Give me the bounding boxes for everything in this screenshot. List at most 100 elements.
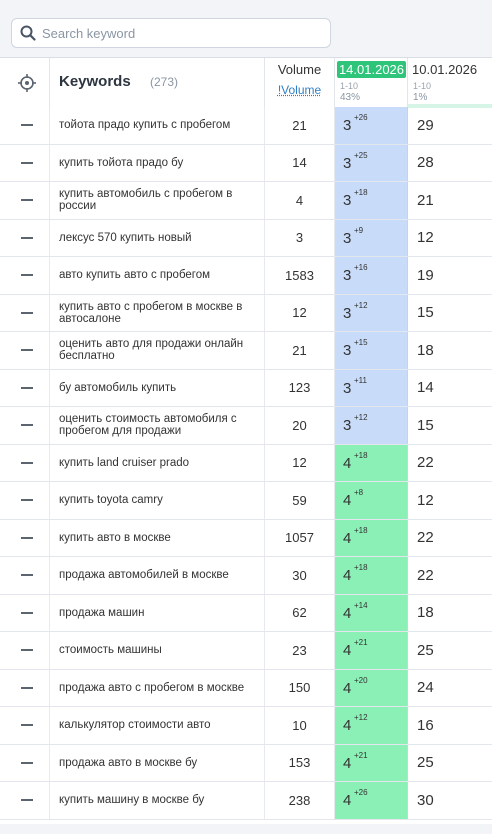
table-row[interactable]: купить toyota camry 59 4 +8 12 — [0, 482, 492, 520]
row-toggle[interactable] — [4, 219, 50, 256]
keyword-cell[interactable]: купить toyota camry — [50, 482, 265, 519]
minus-icon[interactable] — [20, 311, 33, 314]
previous-position-cell[interactable]: 18 — [417, 604, 434, 622]
minus-icon[interactable] — [20, 761, 33, 764]
current-position-cell[interactable]: 4 +18 — [335, 557, 408, 594]
current-position-cell[interactable]: 3 +12 — [335, 407, 408, 444]
keyword-cell[interactable]: купить автомобиль с пробегом в россии — [50, 182, 265, 219]
row-toggle[interactable] — [4, 294, 50, 331]
previous-position-cell[interactable]: 30 — [417, 791, 434, 809]
keyword-text[interactable]: купить land cruiser prado — [59, 456, 190, 469]
keyword-text[interactable]: оценить стоимость автомобиля с пробегом … — [59, 413, 237, 438]
keyword-text[interactable]: тойота прадо купить с пробегом — [59, 119, 231, 132]
previous-position-cell[interactable]: 25 — [417, 641, 434, 659]
current-position-cell[interactable]: 3 +9 — [335, 219, 408, 256]
table-row[interactable]: купить тойота прадо бу 14 3 +25 28 — [0, 144, 492, 182]
keyword-text[interactable]: продажа авто в москве бу — [59, 756, 198, 769]
keyword-cell[interactable]: продажа авто с пробегом в москве — [50, 669, 265, 706]
current-position-cell[interactable]: 4 +18 — [335, 444, 408, 481]
row-toggle[interactable] — [4, 482, 50, 519]
previous-position-cell[interactable]: 21 — [417, 191, 434, 209]
keyword-cell[interactable]: купить тойота прадо бу — [50, 144, 265, 181]
previous-position-cell[interactable]: 12 — [417, 229, 434, 247]
previous-position-cell[interactable]: 25 — [417, 754, 434, 772]
keyword-cell[interactable]: купить авто с пробегом в москве в автоса… — [50, 294, 265, 331]
table-row[interactable]: купить авто с пробегом в москве в автоса… — [0, 294, 492, 332]
keyword-cell[interactable]: оценить авто для продажи онлайн бесплатн… — [50, 332, 265, 369]
minus-icon[interactable] — [20, 236, 33, 239]
keyword-cell[interactable]: стоимость машины — [50, 632, 265, 669]
keyword-cell[interactable]: купить авто в москве — [50, 519, 265, 556]
minus-icon[interactable] — [20, 386, 33, 389]
row-toggle[interactable] — [4, 519, 50, 556]
keyword-text[interactable]: лексус 570 купить новый — [59, 231, 192, 244]
row-toggle[interactable] — [4, 669, 50, 706]
row-toggle[interactable] — [4, 107, 50, 144]
keyword-text[interactable]: купить автомобиль с пробегом в россии — [59, 188, 233, 213]
previous-position-cell[interactable]: 15 — [417, 416, 434, 434]
minus-icon[interactable] — [20, 274, 33, 277]
minus-icon[interactable] — [20, 461, 33, 464]
table-row[interactable]: бу автомобиль купить 123 3 +11 14 — [0, 369, 492, 407]
current-date-badge[interactable]: 14.01.2026 — [337, 61, 406, 78]
keyword-text[interactable]: продажа автомобилей в москве — [59, 569, 229, 582]
previous-position-cell[interactable]: 22 — [417, 566, 434, 584]
keyword-text[interactable]: купить машину в москве бу — [59, 794, 205, 807]
keyword-cell[interactable]: купить land cruiser prado — [50, 444, 265, 481]
previous-position-cell[interactable]: 16 — [417, 716, 434, 734]
keywords-label[interactable]: Keywords — [59, 73, 131, 90]
table-row[interactable]: лексус 570 купить новый 3 3 +9 12 — [0, 219, 492, 257]
crosshair-icon[interactable] — [17, 73, 37, 93]
row-toggle[interactable] — [4, 407, 50, 444]
previous-position-cell[interactable]: 12 — [417, 491, 434, 509]
row-toggle[interactable] — [4, 594, 50, 631]
target-column-header[interactable] — [4, 58, 50, 107]
table-row[interactable]: продажа автомобилей в москве 30 4 +18 22 — [0, 557, 492, 595]
previous-position-cell[interactable]: 14 — [417, 379, 434, 397]
previous-position-cell[interactable]: 28 — [417, 154, 434, 172]
minus-icon[interactable] — [20, 799, 33, 802]
table-row[interactable]: тойота прадо купить с пробегом 21 3 +26 29 — [0, 107, 492, 145]
minus-icon[interactable] — [20, 724, 33, 727]
minus-icon[interactable] — [20, 349, 33, 352]
row-toggle[interactable] — [4, 782, 50, 819]
table-row[interactable]: купить land cruiser prado 12 4 +18 22 — [0, 444, 492, 482]
keyword-cell[interactable]: продажа автомобилей в москве — [50, 557, 265, 594]
table-row[interactable]: купить авто в москве 1057 4 +18 22 — [0, 519, 492, 557]
minus-icon[interactable] — [20, 649, 33, 652]
minus-icon[interactable] — [20, 536, 33, 539]
minus-icon[interactable] — [20, 574, 33, 577]
keyword-text[interactable]: бу автомобиль купить — [59, 381, 177, 394]
row-toggle[interactable] — [4, 182, 50, 219]
previous-position-cell[interactable]: 24 — [417, 679, 434, 697]
row-toggle[interactable] — [4, 332, 50, 369]
current-position-cell[interactable]: 4 +8 — [335, 482, 408, 519]
row-toggle[interactable] — [4, 444, 50, 481]
volume-column-header[interactable]: Volume !Volume — [265, 58, 335, 107]
table-row[interactable]: продажа авто в москве бу 153 4 +21 25 — [0, 744, 492, 782]
current-position-cell[interactable]: 3 +15 — [335, 332, 408, 369]
current-position-cell[interactable]: 4 +21 — [335, 632, 408, 669]
minus-icon[interactable] — [20, 124, 33, 127]
current-position-cell[interactable]: 4 +18 — [335, 519, 408, 556]
keyword-text[interactable]: калькулятор стоимости авто — [59, 719, 211, 732]
current-position-cell[interactable]: 3 +11 — [335, 369, 408, 406]
keyword-cell[interactable]: авто купить авто с пробегом — [50, 257, 265, 294]
row-toggle[interactable] — [4, 557, 50, 594]
keyword-text[interactable]: стоимость машины — [59, 644, 162, 657]
table-row[interactable]: продажа машин 62 4 +14 18 — [0, 594, 492, 632]
previous-date-label[interactable]: 10.01.2026 — [412, 62, 478, 77]
keywords-column-header[interactable]: Keywords (273) — [50, 58, 265, 107]
keyword-cell[interactable]: продажа машин — [50, 594, 265, 631]
current-position-cell[interactable]: 3 +16 — [335, 257, 408, 294]
previous-position-cell[interactable]: 19 — [417, 266, 434, 284]
table-row[interactable]: калькулятор стоимости авто 10 4 +12 16 — [0, 707, 492, 745]
table-row[interactable]: купить машину в москве бу 238 4 +26 30 — [0, 782, 492, 820]
keyword-text[interactable]: продажа авто с пробегом в москве — [59, 681, 245, 694]
keyword-text[interactable]: купить toyota camry — [59, 494, 163, 507]
table-row[interactable]: купить автомобиль с пробегом в россии 4 3 +… — [0, 182, 492, 220]
row-toggle[interactable] — [4, 369, 50, 406]
keyword-cell[interactable]: оценить стоимость автомобиля с пробегом … — [50, 407, 265, 444]
minus-icon[interactable] — [20, 686, 33, 689]
current-position-cell[interactable]: 4 +21 — [335, 744, 408, 781]
